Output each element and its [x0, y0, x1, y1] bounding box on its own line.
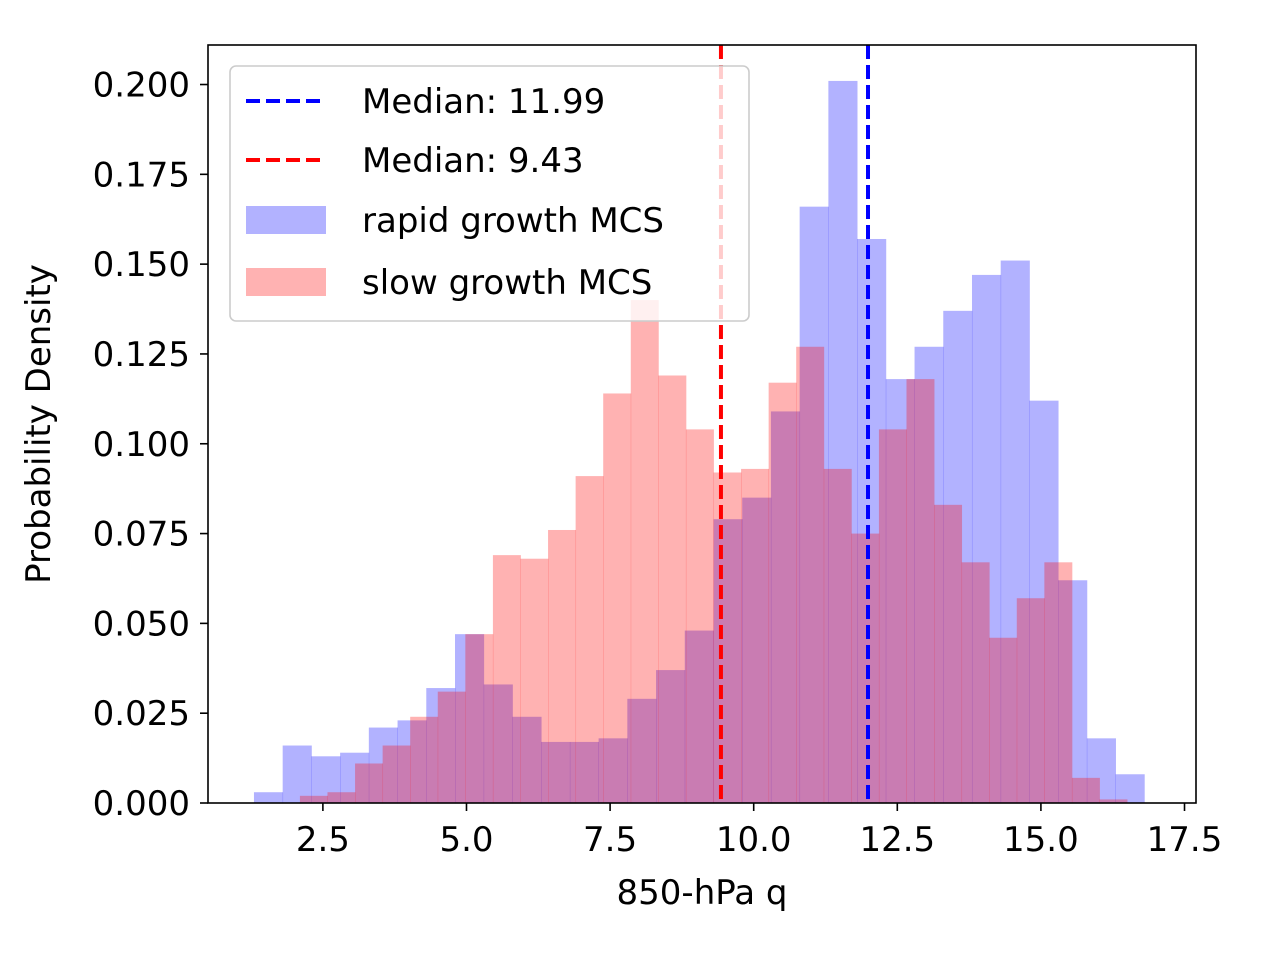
y-tick-label: 0.125 — [93, 335, 190, 375]
bar-rapid-growth — [253, 792, 284, 803]
y-tick-label: 0.200 — [93, 66, 190, 106]
bar-rapid-growth — [340, 752, 370, 803]
bar-rapid-growth — [885, 379, 915, 803]
legend-label-rapid-growth: rapid growth MCS — [362, 201, 664, 241]
x-tick-label: 7.5 — [583, 820, 637, 860]
bar-rapid-growth — [713, 519, 743, 803]
bar-slow-growth — [796, 346, 825, 803]
bar-slow-growth — [961, 562, 990, 803]
bar-slow-growth — [906, 379, 935, 803]
y-tick-label: 0.025 — [93, 694, 190, 734]
x-tick-label: 10.0 — [716, 820, 792, 860]
bar-slow-growth — [327, 792, 356, 803]
bar-slow-growth — [603, 393, 632, 803]
bar-slow-growth — [492, 555, 521, 803]
bar-rapid-growth — [943, 310, 973, 803]
bar-rapid-growth — [828, 80, 858, 803]
bar-slow-growth — [934, 504, 963, 803]
bar-slow-growth — [713, 472, 742, 803]
bar-slow-growth — [878, 429, 907, 803]
bar-slow-growth — [548, 529, 577, 803]
x-tick-label: 15.0 — [1003, 820, 1079, 860]
y-axis-ticks: 0.000 0.025 0.050 0.075 0.100 0.125 0.150 0.175… — [93, 66, 208, 824]
bar-rapid-growth — [397, 720, 427, 803]
bar-rapid-growth — [598, 738, 628, 803]
bar-rapid-growth — [311, 756, 341, 803]
x-tick-label: 17.5 — [1147, 820, 1223, 860]
y-tick-label: 0.150 — [93, 245, 190, 285]
bar-rapid-growth — [857, 238, 887, 803]
x-axis-label: 850-hPa q — [617, 873, 788, 913]
bar-slow-growth — [851, 533, 880, 803]
bar-rapid-growth — [1029, 400, 1059, 803]
legend-box — [229, 65, 750, 322]
x-tick-label: 12.5 — [859, 820, 935, 860]
legend-label-median-slow: Median: 9.43 — [362, 141, 584, 181]
bar-slow-growth — [685, 429, 714, 803]
bar-rapid-growth — [455, 634, 485, 803]
bar-slow-growth — [1071, 777, 1100, 803]
bar-rapid-growth — [426, 688, 456, 803]
legend-swatch-rapid-growth — [246, 206, 326, 234]
legend-swatch-slow-growth — [246, 268, 326, 296]
bar-slow-growth — [630, 300, 659, 803]
bar-slow-growth — [299, 795, 328, 803]
bar-rapid-growth — [569, 741, 600, 803]
bar-rapid-growth — [1115, 774, 1145, 803]
bar-rapid-growth — [541, 741, 571, 803]
plot-frame — [207, 44, 1197, 804]
bar-rapid-growth — [914, 346, 944, 803]
legend-label-median-rapid: Median: 11.99 — [362, 82, 605, 122]
bar-rapid-growth — [799, 206, 829, 804]
bar-slow-growth — [823, 468, 852, 803]
legend: Median: 11.99 Median: 9.43 rapid growth … — [229, 65, 750, 322]
bar-slow-growth — [741, 468, 770, 803]
bar-rapid-growth — [368, 727, 398, 803]
y-tick-label: 0.050 — [93, 604, 190, 644]
y-tick-label: 0.000 — [93, 784, 190, 824]
x-axis-ticks: 2.5 5.0 7.5 10.0 12.5 15.0 17.5 — [296, 803, 1223, 860]
bar-rapid-growth — [627, 698, 657, 803]
bar-slow-growth — [658, 375, 687, 803]
y-tick-label: 0.175 — [93, 155, 190, 195]
bar-rapid-growth — [1086, 738, 1116, 803]
bar-slow-growth — [1044, 562, 1073, 803]
bar-slow-growth — [575, 476, 604, 803]
bars-layer — [253, 80, 1145, 804]
bar-slow-growth — [465, 634, 494, 803]
bar-slow-growth — [768, 382, 797, 803]
x-tick-label: 5.0 — [439, 820, 493, 860]
y-tick-label: 0.075 — [93, 515, 190, 555]
bar-slow-growth — [1099, 799, 1128, 803]
bar-rapid-growth — [742, 497, 772, 803]
bar-rapid-growth — [282, 745, 312, 803]
y-axis-label: Probability Density — [19, 264, 59, 584]
y-tick-label: 0.100 — [93, 425, 190, 465]
bar-slow-growth — [382, 745, 411, 803]
bar-rapid-growth — [512, 716, 542, 803]
bar-rapid-growth — [1058, 580, 1088, 803]
bar-slow-growth — [1016, 598, 1045, 803]
x-tick-label: 2.5 — [296, 820, 350, 860]
bar-rapid-growth — [483, 684, 513, 803]
bar-slow-growth — [437, 691, 466, 803]
bar-slow-growth — [520, 558, 549, 803]
bar-rapid-growth — [971, 274, 1002, 804]
bar-slow-growth — [410, 716, 439, 803]
bar-rapid-growth — [1000, 260, 1030, 803]
bar-slow-growth — [989, 637, 1018, 803]
bar-rapid-growth — [656, 670, 686, 803]
legend-label-slow-growth: slow growth MCS — [362, 263, 652, 303]
bar-slow-growth — [355, 763, 384, 803]
bar-rapid-growth — [770, 411, 801, 803]
bar-rapid-growth — [684, 630, 714, 803]
